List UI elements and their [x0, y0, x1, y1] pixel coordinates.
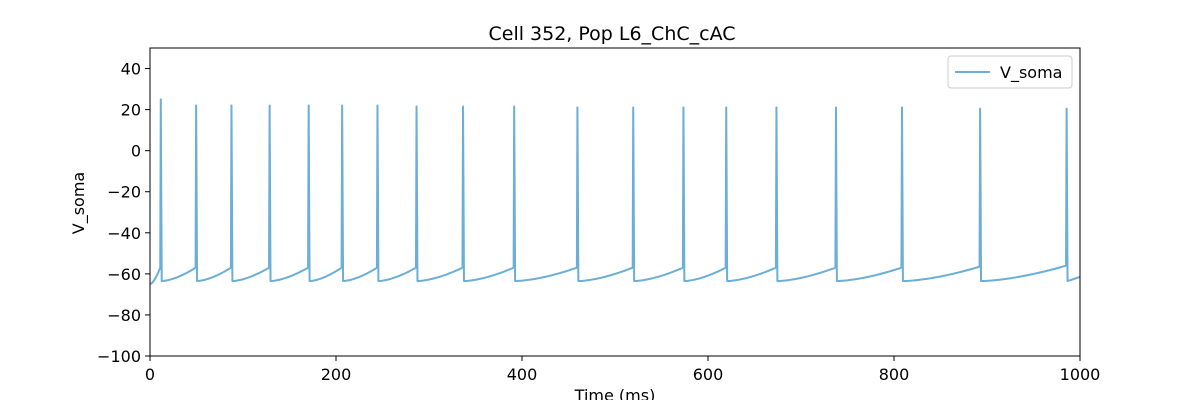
x-axis-ticks: 0 200 400 600 800 1000 [145, 356, 1100, 384]
y-tick-label: −20 [107, 183, 141, 202]
x-tick-label: 1000 [1060, 365, 1101, 384]
series-line-v-soma [149, 98, 1081, 286]
y-tick-label: −100 [97, 347, 141, 366]
axes-frame [149, 47, 1081, 357]
x-tick-label: 200 [321, 365, 352, 384]
y-tick-label: −40 [107, 224, 141, 243]
y-tick-label: −60 [107, 265, 141, 284]
x-tick-label: 600 [693, 365, 724, 384]
trace-layer [149, 98, 1081, 286]
x-tick-label: 0 [145, 365, 155, 384]
y-tick-label: 0 [131, 142, 141, 161]
y-axis-ticks: −100 −80 −60 −40 −20 0 20 40 [97, 60, 150, 366]
x-tick-label: 800 [879, 365, 910, 384]
y-axis-label: V_soma [69, 172, 89, 234]
legend-box [947, 55, 1073, 89]
x-axis-label: Time (ms) [574, 386, 656, 400]
y-tick-label: 20 [121, 101, 141, 120]
x-tick-label: 400 [507, 365, 538, 384]
y-tick-label: 40 [121, 60, 141, 79]
legend-label-v-soma: V_soma [1000, 63, 1062, 83]
y-tick-label: −80 [107, 306, 141, 325]
plot-area [149, 47, 1081, 357]
legend: V_soma [947, 55, 1073, 89]
chart-title: Cell 352, Pop L6_ChC_cAC [488, 23, 735, 45]
